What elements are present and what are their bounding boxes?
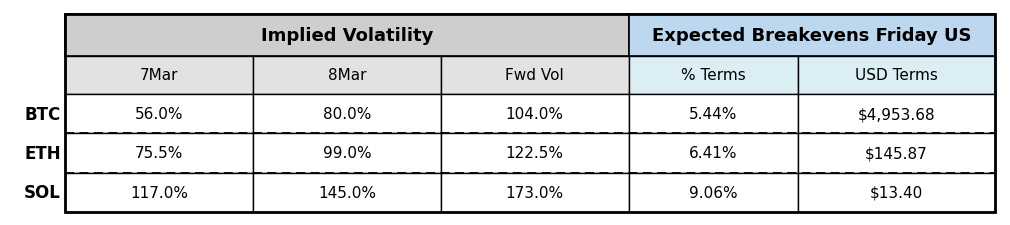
Bar: [798, 94, 995, 134]
Text: USD Terms: USD Terms: [854, 68, 938, 83]
Text: 122.5%: 122.5%: [506, 146, 564, 161]
Text: SOL: SOL: [24, 184, 61, 201]
Text: 8Mar: 8Mar: [327, 68, 366, 83]
Text: 99.0%: 99.0%: [322, 146, 371, 161]
Bar: [440, 94, 628, 134]
Bar: [252, 57, 440, 94]
Text: 145.0%: 145.0%: [318, 185, 376, 200]
Text: 56.0%: 56.0%: [134, 107, 183, 122]
Bar: [628, 173, 798, 212]
Bar: [628, 15, 995, 57]
Text: ETH: ETH: [24, 144, 61, 162]
Text: Fwd Vol: Fwd Vol: [505, 68, 564, 83]
Bar: [65, 134, 252, 173]
Bar: [65, 94, 252, 134]
Bar: [440, 57, 628, 94]
Text: % Terms: % Terms: [681, 68, 745, 83]
Text: $4,953.68: $4,953.68: [857, 107, 935, 122]
Text: 104.0%: 104.0%: [506, 107, 564, 122]
Bar: [252, 94, 440, 134]
Bar: [628, 57, 798, 94]
Bar: [628, 94, 798, 134]
Bar: [65, 173, 252, 212]
Bar: [252, 134, 440, 173]
Bar: [628, 134, 798, 173]
Text: 7Mar: 7Mar: [139, 68, 178, 83]
Bar: [65, 57, 252, 94]
Text: $145.87: $145.87: [865, 146, 928, 161]
Bar: [798, 134, 995, 173]
Bar: [65, 15, 628, 57]
Text: $13.40: $13.40: [870, 185, 923, 200]
Text: 173.0%: 173.0%: [506, 185, 564, 200]
Bar: [798, 57, 995, 94]
Bar: [252, 173, 440, 212]
Text: Expected Breakevens Friday US: Expected Breakevens Friday US: [652, 27, 972, 45]
Bar: [440, 173, 628, 212]
Text: 9.06%: 9.06%: [689, 185, 737, 200]
Text: BTC: BTC: [25, 105, 61, 123]
Text: 6.41%: 6.41%: [689, 146, 737, 161]
Bar: [65, 15, 995, 212]
Text: 5.44%: 5.44%: [689, 107, 737, 122]
Text: 117.0%: 117.0%: [130, 185, 188, 200]
Text: 80.0%: 80.0%: [322, 107, 371, 122]
Text: 75.5%: 75.5%: [134, 146, 183, 161]
Text: Implied Volatility: Implied Volatility: [261, 27, 433, 45]
Bar: [440, 134, 628, 173]
Bar: [798, 173, 995, 212]
